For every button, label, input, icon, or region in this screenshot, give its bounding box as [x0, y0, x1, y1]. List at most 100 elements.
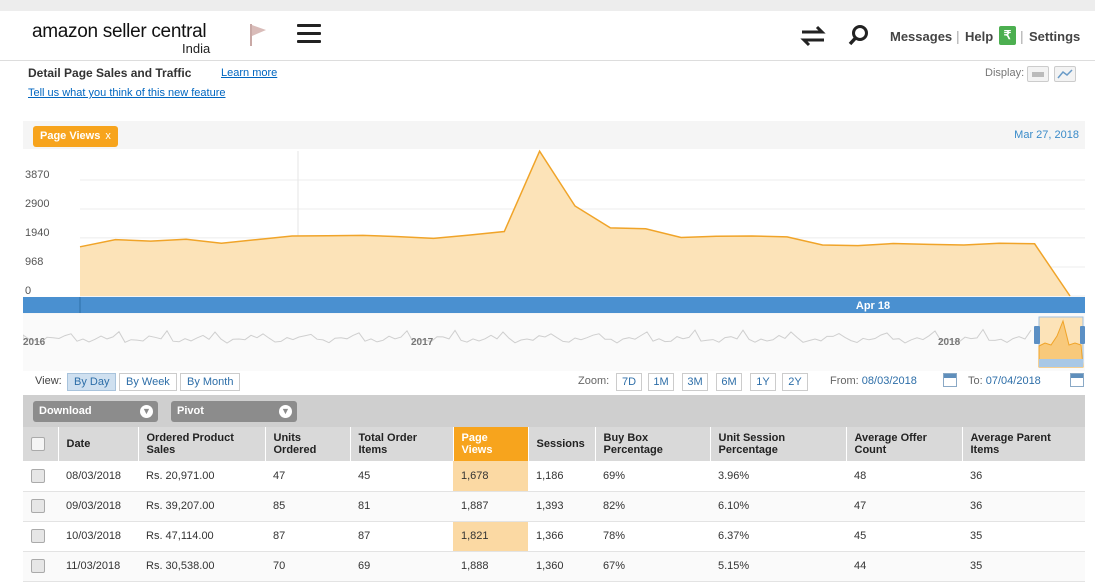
pivot-label: Pivot [177, 405, 204, 417]
search-icon[interactable] [848, 24, 870, 46]
row-checkbox[interactable] [31, 499, 45, 513]
cell-total-order-items: 87 [350, 521, 453, 552]
table-view-button[interactable] [1027, 66, 1049, 82]
calendar-icon[interactable] [943, 373, 957, 387]
overview-handle-left [1034, 326, 1040, 344]
row-checkbox-cell[interactable] [23, 521, 58, 552]
rupee-icon[interactable]: ₹ [999, 26, 1016, 45]
table-row: 10/03/2018 Rs. 47,114.00 87 87 1,821 1,3… [23, 521, 1085, 552]
from-label: From: [830, 375, 859, 387]
line-chart-icon [1057, 69, 1073, 79]
by-day-button[interactable]: By Day [67, 373, 117, 391]
cell-date: 09/03/2018 [58, 491, 138, 522]
chevron-down-icon: ▼ [140, 405, 153, 418]
cell-date: 10/03/2018 [58, 521, 138, 552]
from-date-field[interactable]: From: 08/03/2018 [830, 375, 917, 387]
navigator-date-label: Apr 18 [856, 300, 890, 312]
row-checkbox[interactable] [31, 559, 45, 573]
cell-ordered-product-sales: Rs. 47,114.00 [138, 521, 265, 552]
cell-ordered-product-sales: Rs. 30,538.00 [138, 551, 265, 582]
messages-link[interactable]: Messages [890, 29, 953, 44]
col-header-page-views[interactable]: Page Views [453, 427, 529, 461]
zoom-label: Zoom: [578, 375, 610, 387]
zoom-1m-button[interactable]: 1M [648, 373, 674, 391]
menu-icon[interactable] [297, 24, 321, 44]
sales-traffic-table: Date Ordered Product Sales Units Ordered… [23, 427, 1086, 582]
col-header-unit-session-percentage[interactable]: Unit Session Percentage [710, 427, 847, 461]
col-header-buy-box-percentage[interactable]: Buy Box Percentage [595, 427, 711, 461]
chip-label: Page Views [40, 130, 101, 142]
series-area [80, 151, 1070, 296]
cell-page-views: 1,678 [453, 461, 528, 492]
feedback-link[interactable]: Tell us what you think of this new featu… [28, 87, 226, 99]
zoom-6m-button[interactable]: 6M [716, 373, 742, 391]
help-link[interactable]: Help [965, 29, 994, 44]
swap-icon[interactable] [800, 25, 826, 47]
zoom-3m-button[interactable]: 3M [682, 373, 708, 391]
cell-page-views: 1,888 [453, 551, 528, 582]
chart-view-button[interactable] [1054, 66, 1076, 82]
logo-sub-text: India [182, 41, 211, 56]
amazon-seller-central-logo[interactable]: amazon seller central India [32, 21, 210, 56]
chart-date-label: Mar 27, 2018 [1014, 129, 1079, 141]
overview-year-label: 2016 [23, 337, 46, 348]
cell-page-views: 1,887 [453, 491, 528, 522]
zoom-2y-button[interactable]: 2Y [782, 373, 808, 391]
col-header-average-offer-count[interactable]: Average Offer Count [846, 427, 963, 461]
from-date-value[interactable]: 08/03/2018 [861, 375, 917, 387]
settings-link[interactable]: Settings [1029, 29, 1081, 44]
table-icon [1032, 72, 1044, 77]
cell-average-offer-count: 45 [846, 521, 962, 552]
zoom-7d-button[interactable]: 7D [616, 373, 642, 391]
y-tick-label: 2900 [25, 198, 49, 210]
cell-ordered-product-sales: Rs. 20,971.00 [138, 461, 265, 492]
row-checkbox[interactable] [31, 468, 45, 483]
series-line [79, 149, 1071, 297]
cell-total-order-items: 69 [350, 551, 453, 582]
by-month-button[interactable]: By Month [180, 373, 241, 391]
cell-unit-session-percentage: 6.10% [710, 491, 846, 522]
cell-page-views: 1,821 [453, 521, 528, 552]
table-toolbar: Download ▼ Pivot ▼ [23, 395, 1085, 427]
top-header: amazon seller central India Messages | H… [0, 11, 1095, 61]
page-views-chip[interactable]: Page Views x [33, 126, 118, 147]
cell-sessions: 1,360 [528, 551, 595, 582]
to-date-value[interactable]: 07/04/2018 [985, 375, 1041, 387]
cell-average-parent-items: 35 [962, 521, 1085, 552]
cell-buy-box-percentage: 82% [595, 491, 710, 522]
col-header-average-parent-items[interactable]: Average Parent Items [962, 427, 1086, 461]
cell-units-ordered: 85 [265, 491, 350, 522]
calendar-icon[interactable] [1070, 373, 1084, 387]
view-label: View: [35, 375, 62, 387]
row-checkbox-cell[interactable] [23, 461, 58, 492]
row-checkbox-cell[interactable] [23, 551, 58, 582]
download-dropdown[interactable]: Download ▼ [33, 401, 158, 422]
page-views-chart[interactable]: 3870 2900 1940 968 0 Apr 18 2016 2017 2018 [23, 121, 1085, 371]
select-all-checkbox[interactable] [31, 437, 45, 451]
table-header-row: Date Ordered Product Sales Units Ordered… [23, 427, 1086, 461]
chip-close-icon[interactable]: x [105, 130, 111, 142]
pivot-dropdown[interactable]: Pivot ▼ [171, 401, 297, 422]
flag-icon[interactable] [248, 23, 268, 47]
y-tick-label: 968 [25, 256, 43, 268]
row-checkbox[interactable] [31, 529, 45, 543]
table-row: 11/03/2018 Rs. 30,538.00 70 69 1,888 1,3… [23, 551, 1085, 582]
col-header-sessions[interactable]: Sessions [528, 427, 596, 461]
logo-main-text: amazon seller central [32, 21, 207, 42]
to-date-field[interactable]: To: 07/04/2018 [968, 375, 1041, 387]
by-week-button[interactable]: By Week [119, 373, 177, 391]
zoom-1y-button[interactable]: 1Y [750, 373, 776, 391]
y-tick-label: 0 [25, 285, 31, 297]
cell-sessions: 1,186 [528, 461, 595, 492]
select-all-cell[interactable] [23, 427, 59, 461]
row-checkbox-cell[interactable] [23, 491, 58, 522]
col-header-units-ordered[interactable]: Units Ordered [265, 427, 351, 461]
col-header-date[interactable]: Date [58, 427, 139, 461]
table-row: 08/03/2018 Rs. 20,971.00 47 45 1,678 1,1… [23, 461, 1085, 492]
cell-total-order-items: 81 [350, 491, 453, 522]
learn-more-link[interactable]: Learn more [221, 67, 278, 79]
to-label: To: [968, 375, 983, 387]
display-label: Display: [985, 67, 1025, 79]
col-header-ordered-product-sales[interactable]: Ordered Product Sales [138, 427, 266, 461]
col-header-total-order-items[interactable]: Total Order Items [350, 427, 454, 461]
